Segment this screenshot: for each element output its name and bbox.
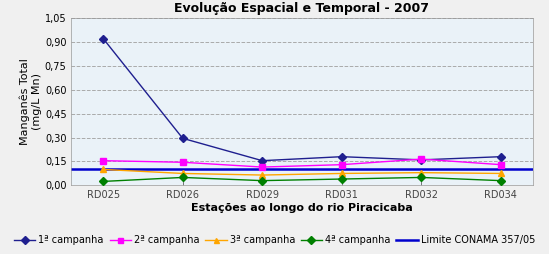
Legend: 1ª campanha, 2ª campanha, 3ª campanha, 4ª campanha, Limite CONAMA 357/05: 1ª campanha, 2ª campanha, 3ª campanha, 4… [10,231,539,249]
Line: 1ª campanha: 1ª campanha [100,36,503,164]
2ª campanha [338,163,345,166]
1ª campanha [259,159,266,162]
3ª campanha [338,172,345,175]
4ª campanha [418,176,424,179]
Title: Evolução Espacial e Temporal - 2007: Evolução Espacial e Temporal - 2007 [175,2,429,15]
4ª campanha [259,179,266,182]
3ª campanha [418,171,424,174]
4ª campanha [180,176,186,179]
Limite CONAMA 357/05 [100,168,107,171]
2ª campanha [497,163,504,166]
Limite CONAMA 357/05 [180,168,186,171]
X-axis label: Estações ao longo do rio Piracicaba: Estações ao longo do rio Piracicaba [191,203,413,213]
1ª campanha [100,37,107,40]
Line: 2ª campanha: 2ª campanha [100,156,503,170]
2ª campanha [418,157,424,161]
Line: 4ª campanha: 4ª campanha [100,175,503,184]
2ª campanha [180,161,186,164]
Line: 3ª campanha: 3ª campanha [100,167,503,178]
Y-axis label: Manganês Total
(mg/L Mn): Manganês Total (mg/L Mn) [20,58,42,145]
1ª campanha [338,155,345,158]
2ª campanha [259,166,266,169]
4ª campanha [338,178,345,181]
4ª campanha [100,180,107,183]
4ª campanha [497,179,504,182]
3ª campanha [180,172,186,175]
3ª campanha [100,168,107,171]
1ª campanha [497,155,504,158]
3ª campanha [259,173,266,177]
1ª campanha [180,137,186,140]
2ª campanha [100,159,107,162]
1ª campanha [418,158,424,161]
3ª campanha [497,172,504,175]
